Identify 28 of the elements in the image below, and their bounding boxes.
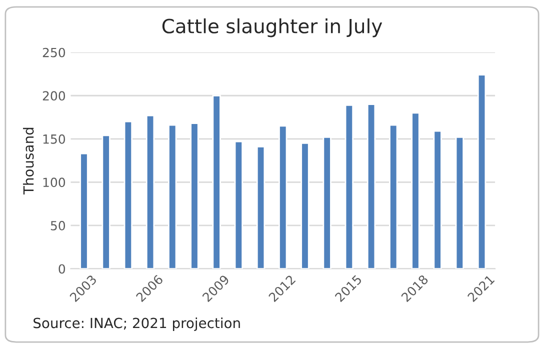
y-tick-label: 250 — [42, 48, 66, 58]
bar — [433, 130, 442, 269]
bar — [124, 120, 133, 269]
bar — [300, 142, 310, 269]
bar — [256, 146, 266, 269]
bar — [102, 134, 110, 269]
bar — [168, 124, 177, 269]
y-tick-label: 150 — [43, 134, 66, 144]
bar — [278, 125, 288, 269]
bar — [455, 136, 464, 269]
y-axis-title: Thousand — [23, 128, 34, 195]
bar — [146, 114, 155, 269]
source-note: Source: INAC; 2021 projection — [34, 318, 240, 331]
bar — [80, 152, 88, 269]
bar — [212, 94, 221, 269]
bar — [411, 112, 420, 269]
bar — [322, 136, 332, 269]
bar — [477, 74, 486, 269]
bar — [344, 104, 354, 269]
y-tick-label: 0 — [58, 264, 66, 274]
bar — [234, 140, 244, 269]
bar — [190, 122, 199, 269]
y-tick-label: 50 — [50, 220, 66, 230]
bar — [389, 124, 398, 269]
chart-title: Cattle slaughter in July — [162, 18, 382, 38]
bar — [366, 104, 376, 269]
y-tick-label: 200 — [42, 91, 66, 101]
y-tick-label: 100 — [43, 178, 66, 188]
